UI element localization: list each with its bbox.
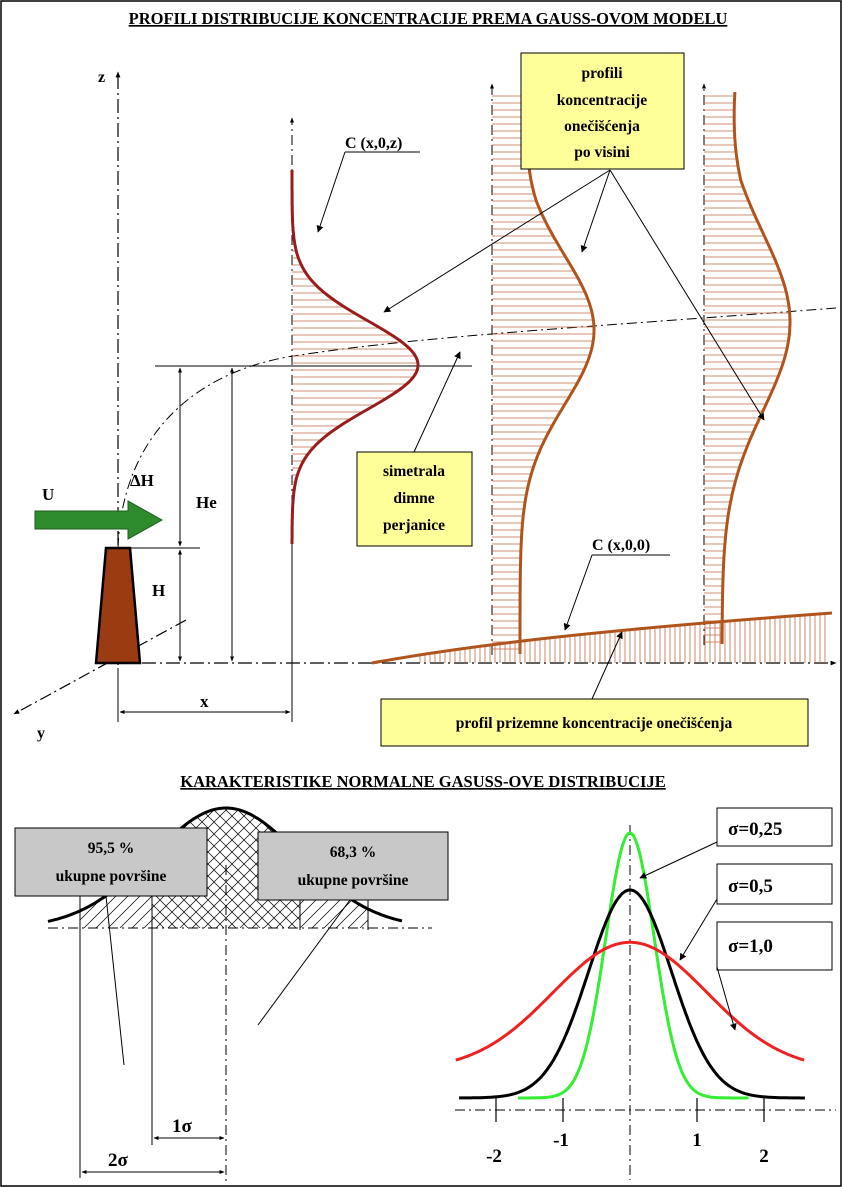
profile-label-vertical: C (x,0,z) <box>345 135 402 152</box>
x-dim-label: x <box>200 692 209 711</box>
y-axis-label: y <box>37 725 45 742</box>
hatch-diag <box>444 798 574 928</box>
profile-label-vertical-leader <box>316 151 346 233</box>
sigma-curves <box>455 831 805 1100</box>
legend-s025-leader <box>639 841 718 879</box>
hatch-cross <box>152 808 213 928</box>
z-axis-label: z <box>98 69 105 86</box>
y-axis <box>13 619 187 715</box>
callout-profiles-line2: koncentracije <box>557 92 648 109</box>
sigma-curve-1 <box>455 940 805 1062</box>
box-68-3-line2: ukupne površine <box>298 872 409 889</box>
x-ticks: -2 -1 1 2 <box>486 1098 769 1167</box>
tick-label: 1 <box>692 1130 702 1151</box>
dim-1sigma-label: 1σ <box>172 1116 193 1137</box>
hatch-diag <box>480 798 610 928</box>
sigma-curve-0-5 <box>458 888 805 1100</box>
wind-arrow <box>34 500 164 540</box>
hatch-cross <box>152 808 177 928</box>
box-68-3 <box>257 831 449 901</box>
box-68-3-leader <box>257 899 351 1026</box>
wind-label: U <box>42 485 54 504</box>
profile-label-ground: C (x,0,0) <box>592 537 650 554</box>
hatch-diag <box>456 798 586 928</box>
legend-s10-leader <box>716 966 737 1031</box>
vertical-profile-2 <box>518 91 596 654</box>
hatch-diag <box>492 798 622 928</box>
legend-s10-text: σ=1,0 <box>728 936 773 957</box>
ground-hatching <box>419 613 826 663</box>
hatch-diag <box>468 798 598 928</box>
callout-leader-3 <box>609 169 765 421</box>
callout-ground-text: profil prizemne koncentracije onečišćenj… <box>456 715 733 732</box>
callout-profiles-line4: po visini <box>574 144 630 161</box>
callout-axis-leader <box>413 351 461 453</box>
tick-label: 2 <box>759 1146 769 1167</box>
ground-profile <box>371 611 833 665</box>
box-95-5-line1: 95,5 % <box>88 840 135 857</box>
callout-axis-line2: dimne <box>393 490 434 507</box>
profile-hatching <box>292 95 790 650</box>
profile-label-ground-leader <box>563 554 593 631</box>
hatch-diag <box>432 798 562 928</box>
legend-box-s05 <box>716 863 833 905</box>
hatch-cross <box>177 808 300 928</box>
legend-s05-text: σ=0,5 <box>728 876 773 897</box>
vertical-profile-3 <box>720 91 792 644</box>
callout-profiles-line3: onečišćenja <box>564 118 640 135</box>
callout-ground-leader <box>591 631 623 700</box>
hatch-cross <box>152 808 189 928</box>
callout-ground <box>380 698 809 747</box>
callout-leader-1 <box>383 169 611 313</box>
callout-profiles <box>520 52 685 170</box>
box-95-5-leader <box>105 895 125 1066</box>
callout-axis-line3: perjanice <box>383 517 445 534</box>
legend-box-s10 <box>716 921 833 971</box>
plume-centerline <box>117 307 837 549</box>
delta-h-label: ΔH <box>130 471 154 490</box>
hatch-diag <box>311 808 368 928</box>
bottom-title: KARAKTERISTIKE NORMALNE GASUSS-OVE DISTR… <box>180 772 665 791</box>
legend-s025-text: σ=0,25 <box>728 819 782 840</box>
tick-label: -2 <box>486 1146 502 1167</box>
dim-2sigma-label: 2σ <box>108 1150 129 1171</box>
he-label: He <box>196 493 217 512</box>
callout-profiles-line1: profili <box>581 65 623 82</box>
callout-axis <box>356 451 473 547</box>
hatch-diag <box>335 808 368 928</box>
box-95-5-line2: ukupne površine <box>56 868 167 885</box>
legend-s05-leader <box>679 898 718 961</box>
vertical-profile-1 <box>290 170 420 544</box>
callout-leader-2 <box>580 169 611 253</box>
chimney-stack <box>94 546 142 665</box>
h-label: H <box>152 581 165 600</box>
hatch-cross <box>152 808 201 928</box>
hatch-cross <box>189 808 300 928</box>
legend-box-s025 <box>716 807 833 847</box>
sigma-curve-0-25 <box>518 831 749 1100</box>
box-95-5 <box>14 827 208 897</box>
box-68-3-line1: 68,3 % <box>330 844 377 861</box>
top-title: PROFILI DISTRIBUCIJE KONCENTRACIJE PREMA… <box>129 9 728 28</box>
hatch-diag <box>143 808 275 928</box>
callout-axis-line1: simetrala <box>383 463 445 480</box>
tick-label: -1 <box>553 1130 569 1151</box>
